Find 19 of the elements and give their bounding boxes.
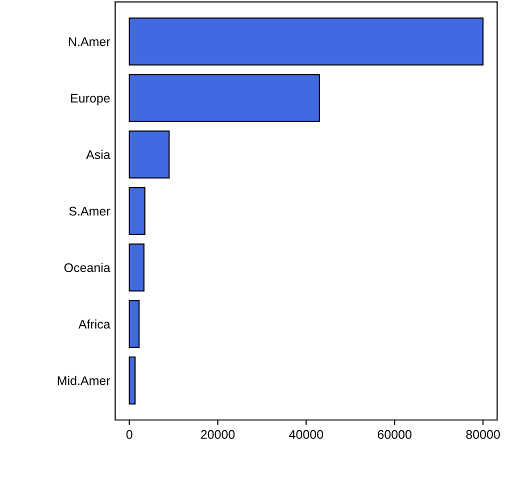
- y-tick-label: Africa: [78, 319, 110, 329]
- y-tick-label: S.Amer: [69, 206, 110, 216]
- bar: [128, 74, 320, 122]
- y-tick-label: Oceania: [64, 262, 110, 272]
- bar: [128, 243, 144, 292]
- x-tick-label: 60000: [378, 430, 412, 439]
- y-tick-label: Europe: [71, 94, 110, 106]
- x-tick-label: 80000: [466, 430, 500, 439]
- x-tick-label: 0: [126, 430, 132, 439]
- y-tick-label: Mid.Amer: [58, 376, 110, 386]
- bar: [128, 356, 136, 404]
- bar: [128, 130, 170, 178]
- x-tick-label: 40000: [289, 430, 324, 439]
- bar: [128, 17, 484, 66]
- bar: [128, 186, 146, 235]
- y-tick-label: N.Amer: [69, 37, 110, 46]
- y-tick-label: Asia: [86, 150, 110, 160]
- bar: [128, 300, 140, 348]
- x-tick-label: 20000: [201, 430, 235, 439]
